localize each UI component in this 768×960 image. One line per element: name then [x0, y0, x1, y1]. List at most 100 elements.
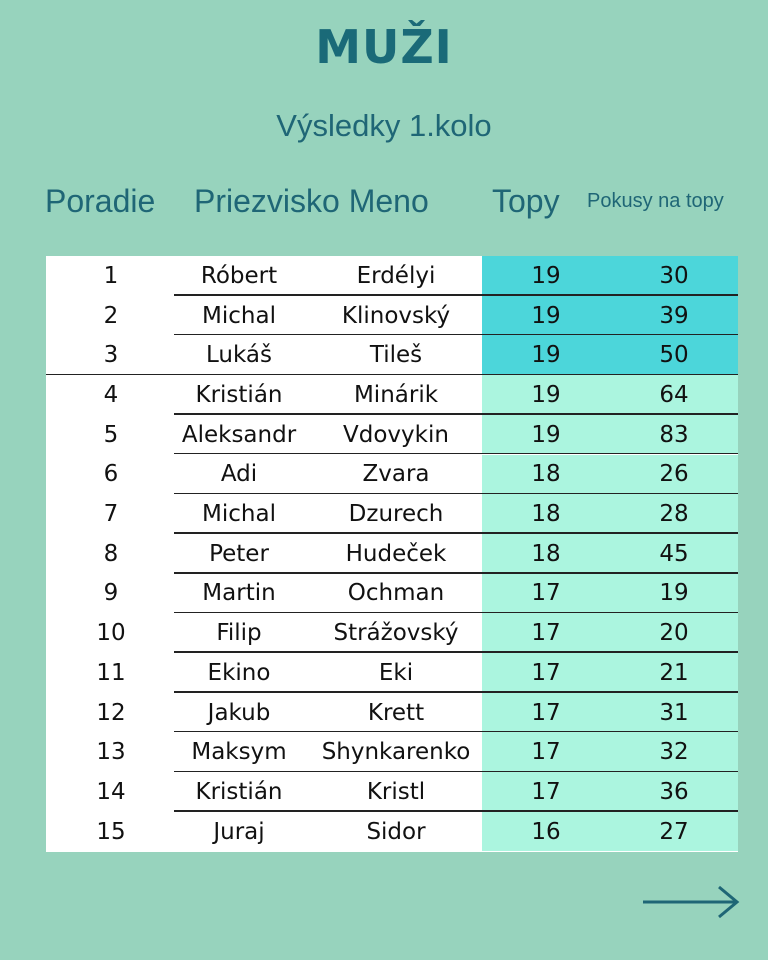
score-highlight: [482, 732, 738, 773]
last-name-cell: Eki: [378, 659, 414, 686]
last-name-cell: Kristl: [366, 778, 426, 805]
table-row: 13 Maksym Shynkarenko 17 32: [46, 732, 738, 773]
rank-cell: 6: [103, 461, 119, 488]
score-highlight: [482, 414, 738, 455]
rank-cell: 2: [103, 302, 119, 329]
table-row: 9 Martin Ochman 17 19: [46, 573, 738, 614]
table-row: 2 Michal Klinovský 19 39: [46, 295, 738, 336]
tops-cell: 17: [531, 778, 561, 805]
rank-cell: 4: [103, 381, 119, 408]
tops-cell: 17: [531, 620, 561, 647]
score-highlight: [482, 692, 738, 733]
page-subtitle: Výsledky 1.kolo: [276, 108, 492, 143]
tops-cell: 19: [531, 421, 561, 448]
rank-cell: 7: [103, 501, 119, 528]
tops-cell: 19: [531, 342, 561, 369]
attempts-cell: 36: [659, 778, 689, 805]
attempts-cell: 50: [659, 342, 689, 369]
rank-cell: 10: [96, 620, 126, 647]
table-row: 6 Adi Zvara 18 26: [46, 454, 738, 495]
table-row: 12 Jakub Krett 17 31: [46, 692, 738, 733]
last-name-cell: Klinovský: [341, 302, 451, 329]
header-name: Priezvisko Meno: [194, 183, 429, 219]
row-divider: [174, 691, 738, 693]
rank-cell: 15: [96, 818, 126, 845]
tops-cell: 19: [531, 262, 561, 289]
row-divider: [174, 572, 738, 574]
rank-cell: 1: [103, 262, 119, 289]
score-highlight: [482, 454, 738, 495]
header-tops: Topy: [492, 183, 560, 219]
tops-cell: 17: [531, 699, 561, 726]
attempts-cell: 32: [659, 739, 689, 766]
tops-cell: 18: [531, 501, 561, 528]
last-name-cell: Erdélyi: [356, 262, 436, 289]
row-divider: [174, 333, 738, 336]
table-row: 4 Kristián Minárik 19 64: [46, 375, 738, 415]
last-name-cell: Zvara: [362, 461, 430, 488]
attempts-cell: 26: [659, 461, 689, 488]
first-name-cell: Ekino: [207, 659, 271, 686]
last-name-cell: Strážovský: [333, 620, 459, 647]
score-highlight: [482, 295, 738, 336]
rank-cell: 8: [103, 540, 119, 567]
table-row: 7 Michal Dzurech 18 28: [46, 494, 738, 534]
first-name-cell: Lukáš: [206, 342, 272, 369]
header-attempts: Pokusy na topy: [587, 190, 724, 212]
first-name-cell: Michal: [202, 501, 276, 528]
row-divider: [174, 492, 738, 495]
first-name-cell: Martin: [202, 580, 276, 607]
row-divider: [174, 294, 738, 296]
score-highlight: [482, 256, 738, 296]
attempts-cell: 83: [659, 421, 689, 448]
first-name-cell: Juraj: [213, 818, 265, 845]
last-name-cell: Vdovykin: [343, 421, 449, 448]
first-name-cell: Kristián: [195, 778, 283, 805]
table-row: 10 Filip Strážovský 17 20: [46, 613, 738, 653]
last-name-cell: Minárik: [353, 381, 439, 408]
score-highlight: [482, 375, 738, 415]
score-highlight: [482, 772, 738, 812]
row-divider: [46, 373, 738, 376]
header-rank: Poradie: [45, 183, 156, 219]
table-row: 14 Kristián Kristl 17 36: [46, 772, 738, 812]
first-name-cell: Adi: [220, 461, 258, 488]
arrow-right-icon[interactable]: [641, 884, 741, 920]
first-name-cell: Róbert: [200, 262, 278, 289]
attempts-cell: 64: [659, 381, 689, 408]
row-divider: [174, 611, 738, 614]
table-row: 1 Róbert Erdélyi 19 30: [46, 256, 738, 296]
attempts-cell: 39: [659, 302, 689, 329]
rank-cell: 12: [96, 699, 126, 726]
last-name-cell: Sidor: [366, 818, 426, 845]
score-highlight: [482, 533, 738, 574]
last-name-cell: Hudeček: [345, 540, 447, 567]
table-row: 5 Aleksandr Vdovykin 19 83: [46, 414, 738, 455]
tops-cell: 17: [531, 659, 561, 686]
row-divider: [174, 452, 738, 455]
score-highlight: [482, 573, 738, 614]
rank-cell: 5: [103, 421, 119, 448]
score-highlight: [482, 613, 738, 653]
first-name-cell: Aleksandr: [181, 421, 297, 448]
first-name-cell: Filip: [216, 620, 262, 647]
attempts-cell: 19: [659, 580, 689, 607]
attempts-cell: 31: [659, 699, 689, 726]
attempts-cell: 30: [659, 262, 689, 289]
attempts-cell: 21: [659, 659, 689, 686]
row-divider: [174, 810, 738, 812]
first-name-cell: Michal: [202, 302, 276, 329]
row-divider: [174, 730, 738, 733]
tops-cell: 18: [531, 540, 561, 567]
rank-cell: 9: [103, 580, 119, 607]
tops-cell: 19: [531, 302, 561, 329]
rank-cell: 3: [103, 342, 119, 369]
rank-cell: 13: [96, 739, 126, 766]
table-row: 8 Peter Hudeček 18 45: [46, 533, 738, 574]
rank-cell: 11: [96, 659, 126, 686]
table-row: 11 Ekino Eki 17 21: [46, 653, 738, 693]
rank-cell: 14: [96, 778, 126, 805]
last-name-cell: Ochman: [347, 580, 445, 607]
score-highlight: [482, 494, 738, 534]
page-title: MUŽI: [315, 20, 453, 74]
